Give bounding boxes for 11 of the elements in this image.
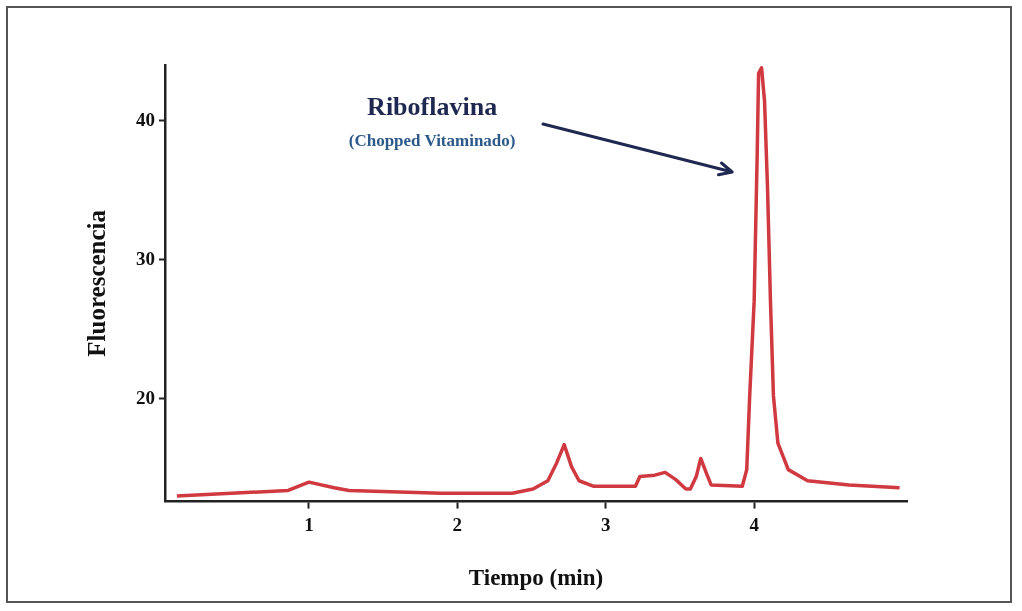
y-tick-label: 20 xyxy=(136,386,155,408)
x-axis-title: Tiempo (min) xyxy=(468,565,604,591)
x-tick-label: 2 xyxy=(452,513,463,535)
annotation: Riboflavina xyxy=(367,92,498,122)
y-axis-title: Fluorescencia xyxy=(83,209,111,357)
y-tick-label: 30 xyxy=(136,247,155,269)
x-tick-label: 3 xyxy=(601,513,611,535)
x-tick-label: 4 xyxy=(749,513,760,535)
annotation: (Chopped Vitaminado) xyxy=(348,130,516,150)
y-tick-label: 40 xyxy=(136,108,155,130)
x-tick-label: 1 xyxy=(304,513,314,535)
